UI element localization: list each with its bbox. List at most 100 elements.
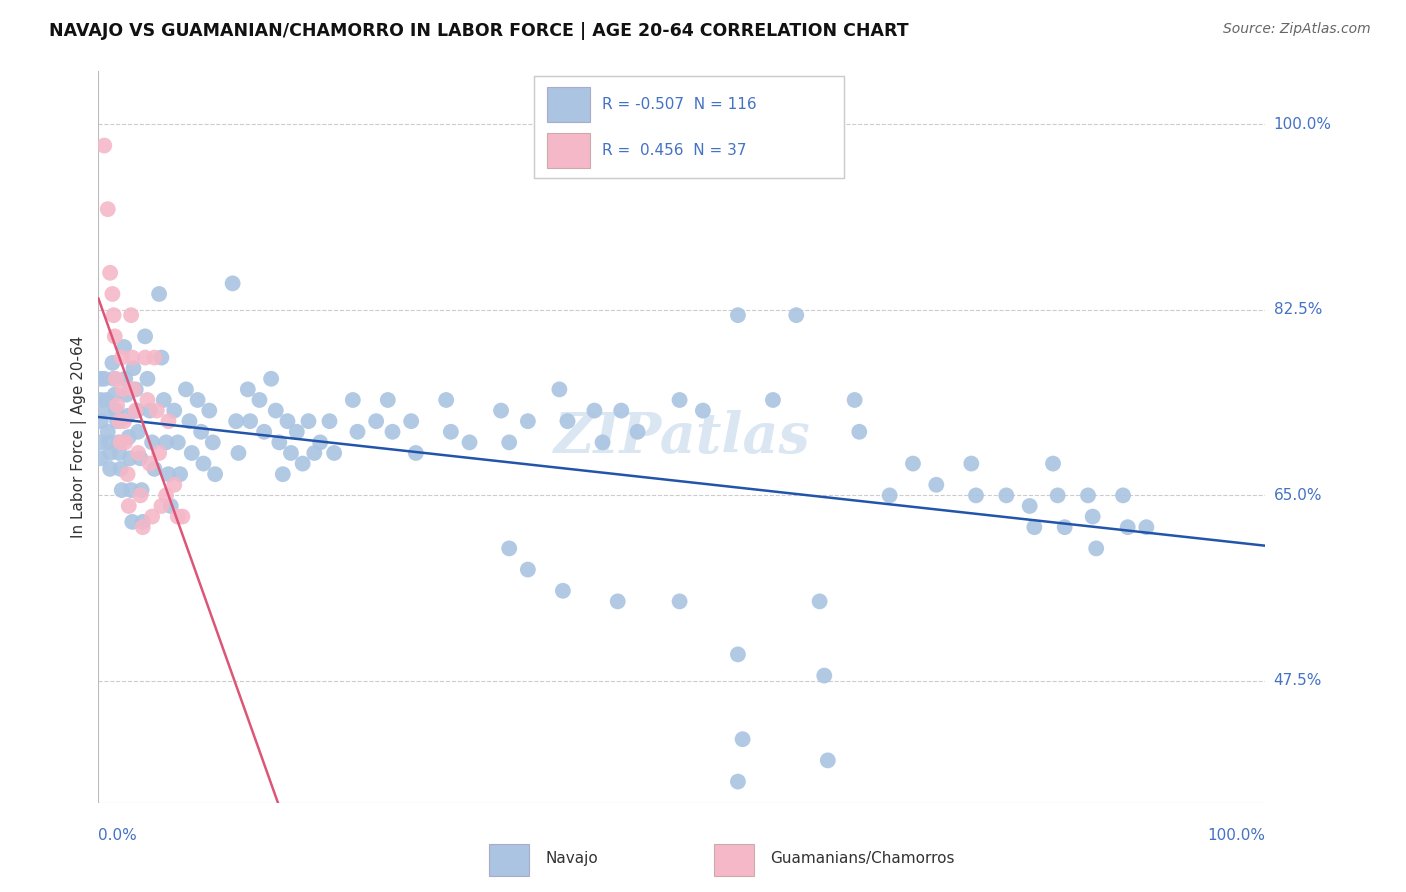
Text: 0.0%: 0.0% xyxy=(98,828,138,843)
Point xyxy=(592,435,614,450)
FancyBboxPatch shape xyxy=(714,844,754,876)
Point xyxy=(204,467,226,482)
Point xyxy=(221,277,243,291)
Text: Source: ZipAtlas.com: Source: ZipAtlas.com xyxy=(1223,22,1371,37)
Point xyxy=(103,372,125,386)
Point xyxy=(148,287,170,301)
Point xyxy=(668,392,690,407)
Point xyxy=(434,392,457,407)
Point xyxy=(157,467,180,482)
Point xyxy=(98,446,121,460)
Point xyxy=(297,414,319,428)
Point xyxy=(131,483,153,497)
Point xyxy=(239,414,262,428)
Point xyxy=(120,483,142,497)
FancyBboxPatch shape xyxy=(547,87,591,122)
Point xyxy=(114,372,136,386)
Point xyxy=(276,414,298,428)
Point xyxy=(381,425,404,439)
Text: R =  0.456  N = 37: R = 0.456 N = 37 xyxy=(602,144,747,158)
Point xyxy=(844,392,866,407)
Text: R = -0.507  N = 116: R = -0.507 N = 116 xyxy=(602,97,756,112)
Point xyxy=(249,392,271,407)
Point xyxy=(346,425,368,439)
Point xyxy=(97,425,120,439)
Point xyxy=(1077,488,1099,502)
Point xyxy=(606,594,628,608)
Point xyxy=(141,435,163,450)
Point xyxy=(143,462,166,476)
Point xyxy=(110,462,132,476)
Point xyxy=(114,435,136,450)
Point xyxy=(1053,520,1076,534)
Point xyxy=(610,403,633,417)
Point xyxy=(309,435,332,450)
Point xyxy=(104,329,127,343)
Point xyxy=(264,403,287,417)
Point xyxy=(174,383,197,397)
Point xyxy=(110,435,132,450)
Point xyxy=(121,515,143,529)
Point xyxy=(965,488,987,502)
Point xyxy=(1018,499,1040,513)
Point xyxy=(90,392,112,407)
Point xyxy=(1116,520,1139,534)
Point xyxy=(901,457,924,471)
Point xyxy=(105,414,128,428)
Point xyxy=(405,446,427,460)
Point xyxy=(548,383,571,397)
Point xyxy=(108,446,131,460)
Point xyxy=(498,435,520,450)
Point xyxy=(236,383,259,397)
Point xyxy=(139,457,162,471)
Point xyxy=(1024,520,1046,534)
Point xyxy=(104,387,127,401)
Point xyxy=(155,435,177,450)
Point xyxy=(132,515,155,529)
Point xyxy=(111,483,134,497)
Point xyxy=(115,387,138,401)
Point xyxy=(198,403,221,417)
Point xyxy=(995,488,1018,502)
Point xyxy=(925,477,948,491)
Text: 82.5%: 82.5% xyxy=(1274,302,1322,318)
Point xyxy=(101,356,124,370)
Point xyxy=(108,414,131,428)
Point xyxy=(785,308,807,322)
Point xyxy=(157,414,180,428)
Point xyxy=(626,425,648,439)
Point xyxy=(125,383,148,397)
Point xyxy=(583,403,606,417)
Point xyxy=(727,648,749,662)
Point xyxy=(125,403,148,417)
Point xyxy=(112,414,135,428)
Point xyxy=(201,435,224,450)
Point xyxy=(1135,520,1157,534)
Point xyxy=(121,351,143,365)
Point xyxy=(117,409,139,423)
FancyBboxPatch shape xyxy=(547,133,591,168)
Point xyxy=(107,435,129,450)
Point xyxy=(179,414,201,428)
Point xyxy=(97,202,120,216)
Point xyxy=(163,477,186,491)
Point xyxy=(280,446,302,460)
Point xyxy=(187,392,209,407)
Point xyxy=(1042,457,1064,471)
Point xyxy=(159,499,181,513)
Point xyxy=(228,446,250,460)
Point xyxy=(150,499,173,513)
Point xyxy=(125,403,148,417)
Point xyxy=(152,392,174,407)
Point xyxy=(731,732,754,747)
Point xyxy=(260,372,283,386)
Point xyxy=(104,372,127,386)
Point xyxy=(166,435,188,450)
Point xyxy=(516,414,538,428)
Point xyxy=(105,398,128,412)
Text: Guamanians/Chamorros: Guamanians/Chamorros xyxy=(770,851,955,866)
Point xyxy=(225,414,247,428)
Point xyxy=(93,138,115,153)
Point xyxy=(458,435,481,450)
Point xyxy=(516,563,538,577)
